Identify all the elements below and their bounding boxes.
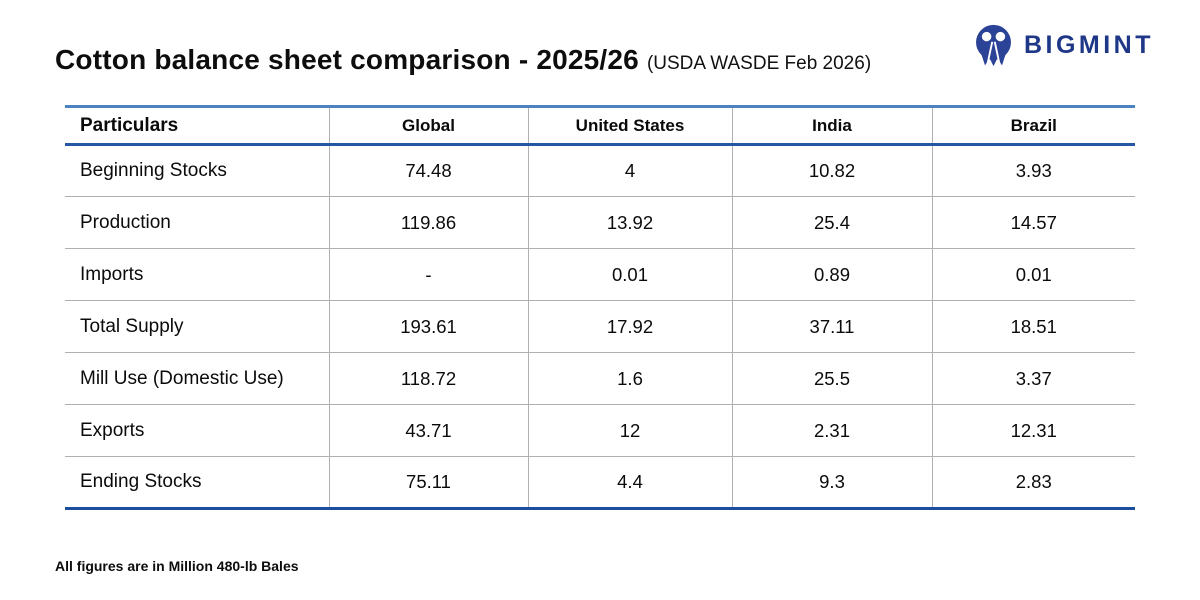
table-row-total-supply: Total Supply 193.61 17.92 37.11 18.51 (65, 300, 1135, 353)
table-cell: 25.4 (732, 196, 933, 249)
report-title: Cotton balance sheet comparison - 2025/2… (55, 44, 639, 75)
table-cell: 14.57 (1010, 211, 1057, 233)
balance-sheet-table: Particulars Global United States India B… (65, 105, 1135, 510)
table-cell: - (329, 248, 529, 301)
units-note: All figures are in Million 480-lb Bales (55, 558, 299, 574)
row-label: Total Supply (65, 300, 330, 353)
table-cell: 17.92 (528, 300, 733, 353)
table-cell: 12 (528, 404, 733, 457)
table-cell: 10.82 (732, 144, 933, 197)
table-cell: 0.89 (732, 248, 933, 301)
table-cell: 12.31 (1010, 419, 1057, 441)
table-row-mill-use: Mill Use (Domestic Use) 118.72 1.6 25.5 … (65, 352, 1135, 405)
col-header-global: Global (329, 106, 529, 145)
table-cell: 3.37 (1015, 367, 1052, 389)
table-cell: 4.4 (528, 456, 733, 509)
table-cell: 2.83 (1015, 471, 1052, 492)
table-cell: 75.11 (329, 456, 529, 509)
table-cell: 0.01 (528, 248, 733, 301)
table-cell: 37.11 (732, 300, 933, 353)
row-label: Imports (65, 248, 330, 301)
table-cell: 1.6 (528, 352, 733, 405)
col-header-brazil: Brazil (1010, 115, 1057, 135)
row-label: Beginning Stocks (65, 144, 330, 197)
table-cell: 25.5 (732, 352, 933, 405)
table-row-production: Production 119.86 13.92 25.4 14.57 (65, 196, 1135, 249)
table-header-row: Particulars Global United States India B… (65, 106, 1135, 145)
bigmint-logo: BIGMINT (972, 22, 1154, 68)
table-cell: 0.01 (1015, 263, 1052, 285)
row-label: Production (65, 196, 330, 249)
table-cell: 9.3 (732, 456, 933, 509)
col-header-united-states: United States (528, 106, 733, 145)
table-cell: 119.86 (329, 196, 529, 249)
table-cell: 18.51 (1010, 315, 1057, 337)
page-title: Cotton balance sheet comparison - 2025/2… (55, 44, 871, 76)
table-row-imports: Imports - 0.01 0.89 0.01 (65, 248, 1135, 301)
table-cell: 74.48 (329, 144, 529, 197)
bigmint-logo-text: BIGMINT (1023, 30, 1154, 59)
col-header-particulars: Particulars (65, 106, 330, 145)
table-row-exports: Exports 43.71 12 2.31 12.31 (65, 404, 1135, 457)
table-row-ending-stocks: Ending Stocks 75.11 4.4 9.3 2.83 (65, 456, 1135, 509)
table-cell: 3.93 (1015, 160, 1052, 181)
row-label: Ending Stocks (65, 456, 330, 509)
report-subtitle: (USDA WASDE Feb 2026) (646, 53, 872, 74)
row-label: Mill Use (Domestic Use) (65, 352, 330, 405)
table-cell: 118.72 (329, 352, 529, 405)
table-cell: 2.31 (732, 404, 933, 457)
table-cell: 193.61 (329, 300, 529, 353)
table-cell: 43.71 (329, 404, 529, 457)
bigmint-logo-icon (975, 24, 1011, 67)
balance-sheet-table-container: Particulars Global United States India B… (65, 105, 1135, 510)
col-header-india: India (732, 106, 933, 145)
row-label: Exports (65, 404, 330, 457)
table-cell: 4 (528, 144, 733, 197)
table-row-beginning-stocks: Beginning Stocks 74.48 4 10.82 3.93 (65, 144, 1135, 197)
table-cell: 13.92 (528, 196, 733, 249)
